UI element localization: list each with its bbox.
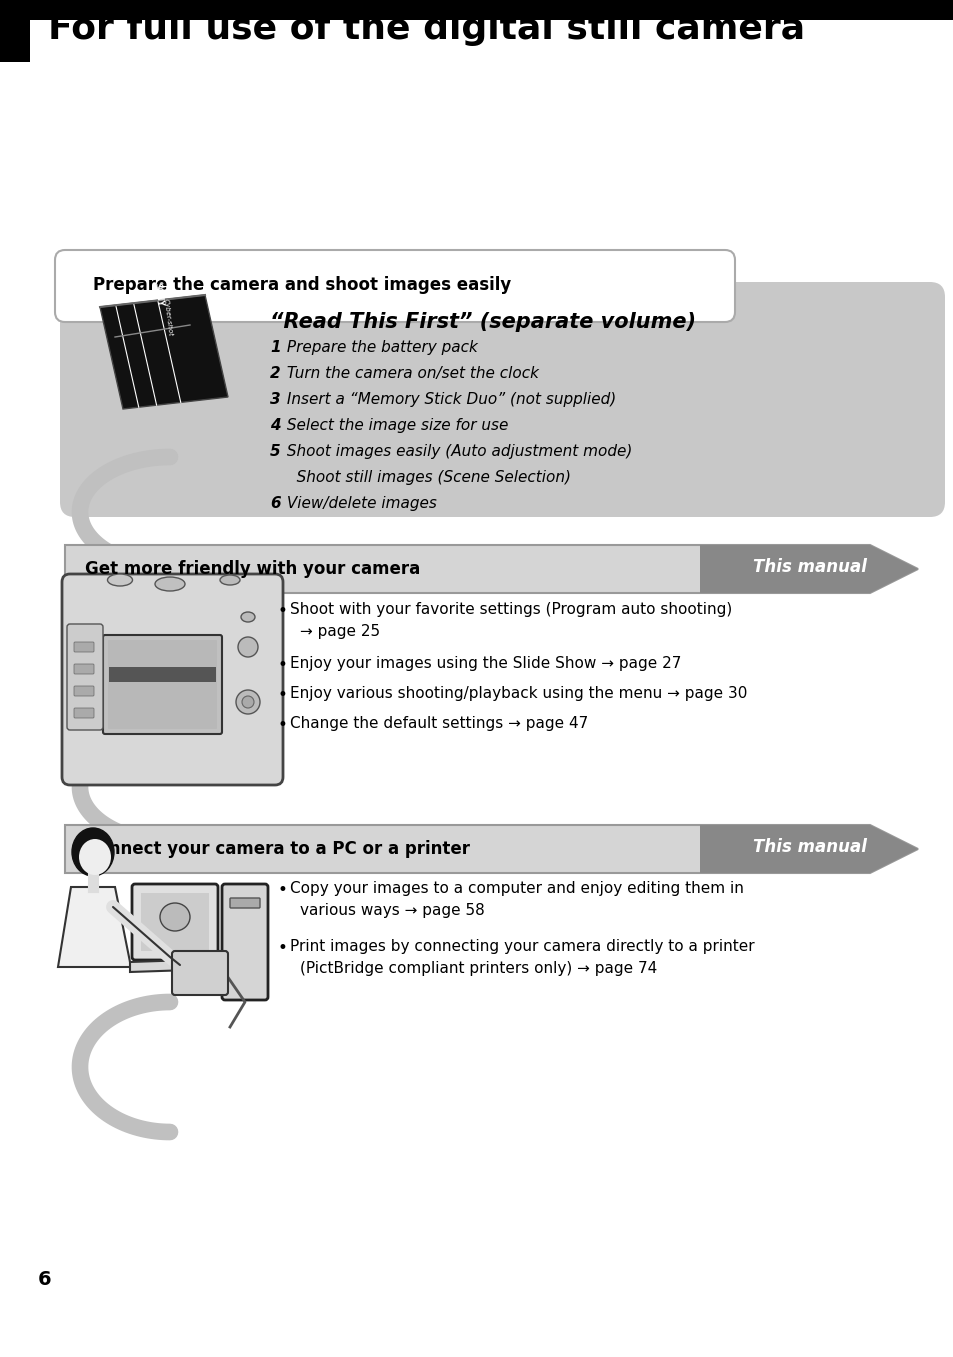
Text: Print images by connecting your camera directly to a printer: Print images by connecting your camera d… <box>290 939 754 954</box>
Text: Copy your images to a computer and enjoy editing them in: Copy your images to a computer and enjoy… <box>290 881 743 896</box>
Text: Shoot with your favorite settings (Program auto shooting): Shoot with your favorite settings (Progr… <box>290 603 732 617</box>
FancyBboxPatch shape <box>74 642 94 651</box>
Text: •: • <box>277 655 288 674</box>
FancyBboxPatch shape <box>74 687 94 696</box>
FancyBboxPatch shape <box>222 883 268 1000</box>
Text: Get more friendly with your camera: Get more friendly with your camera <box>85 560 420 578</box>
Text: Shoot images easily (Auto adjustment mode): Shoot images easily (Auto adjustment mod… <box>282 444 632 459</box>
FancyBboxPatch shape <box>141 893 209 951</box>
Text: •: • <box>277 939 288 957</box>
Text: Select the image size for use: Select the image size for use <box>282 418 508 433</box>
Text: For full use of the digital still camera: For full use of the digital still camera <box>48 12 804 46</box>
FancyBboxPatch shape <box>62 574 283 784</box>
Ellipse shape <box>235 689 260 714</box>
Text: 4: 4 <box>270 418 280 433</box>
Text: 3: 3 <box>270 392 280 407</box>
Text: Turn the camera on/set the clock: Turn the camera on/set the clock <box>282 366 538 381</box>
Ellipse shape <box>79 839 111 875</box>
Ellipse shape <box>241 612 254 622</box>
Text: 5: 5 <box>270 444 280 459</box>
Text: Shoot still images (Scene Selection): Shoot still images (Scene Selection) <box>282 470 571 484</box>
Polygon shape <box>130 959 220 972</box>
Text: various ways → page 58: various ways → page 58 <box>299 902 484 917</box>
FancyBboxPatch shape <box>172 951 228 995</box>
Text: This manual: This manual <box>752 558 866 575</box>
FancyBboxPatch shape <box>67 624 103 730</box>
Text: Enjoy various shooting/playback using the menu → page 30: Enjoy various shooting/playback using th… <box>290 687 746 702</box>
FancyBboxPatch shape <box>55 250 734 322</box>
Text: SONY: SONY <box>152 282 164 307</box>
Text: •: • <box>277 603 288 620</box>
FancyBboxPatch shape <box>0 0 953 77</box>
Ellipse shape <box>237 636 257 657</box>
FancyBboxPatch shape <box>0 0 30 62</box>
Text: •: • <box>277 881 288 898</box>
FancyBboxPatch shape <box>74 708 94 718</box>
FancyBboxPatch shape <box>0 0 953 20</box>
Ellipse shape <box>242 696 253 708</box>
Polygon shape <box>700 546 917 593</box>
Text: Insert a “Memory Stick Duo” (not supplied): Insert a “Memory Stick Duo” (not supplie… <box>282 392 616 407</box>
Text: 6: 6 <box>38 1270 51 1289</box>
Text: Prepare the camera and shoot images easily: Prepare the camera and shoot images easi… <box>92 275 511 294</box>
Ellipse shape <box>108 574 132 586</box>
Text: 6: 6 <box>270 497 280 512</box>
Text: (PictBridge compliant printers only) → page 74: (PictBridge compliant printers only) → p… <box>299 961 657 976</box>
FancyBboxPatch shape <box>0 0 953 20</box>
Text: 2: 2 <box>270 366 280 381</box>
Text: Prepare the battery pack: Prepare the battery pack <box>282 341 477 356</box>
Text: Cyber-shot: Cyber-shot <box>163 299 173 337</box>
FancyBboxPatch shape <box>109 668 215 683</box>
Polygon shape <box>58 887 131 968</box>
Ellipse shape <box>154 577 185 592</box>
Text: → page 25: → page 25 <box>299 624 379 639</box>
FancyBboxPatch shape <box>108 641 216 729</box>
FancyBboxPatch shape <box>74 664 94 674</box>
Ellipse shape <box>160 902 190 931</box>
Text: View/delete images: View/delete images <box>282 497 436 512</box>
Text: Connect your camera to a PC or a printer: Connect your camera to a PC or a printer <box>85 840 470 858</box>
Text: •: • <box>277 716 288 734</box>
Polygon shape <box>65 546 917 593</box>
Text: •: • <box>277 687 288 704</box>
FancyBboxPatch shape <box>230 898 260 908</box>
FancyBboxPatch shape <box>132 883 218 959</box>
FancyBboxPatch shape <box>60 282 944 517</box>
Ellipse shape <box>71 828 113 877</box>
Polygon shape <box>100 294 228 408</box>
FancyBboxPatch shape <box>103 635 222 734</box>
Polygon shape <box>65 825 917 873</box>
Text: 1: 1 <box>270 341 280 356</box>
Polygon shape <box>700 825 917 873</box>
Text: This manual: This manual <box>752 839 866 856</box>
Text: Change the default settings → page 47: Change the default settings → page 47 <box>290 716 588 731</box>
Text: Enjoy your images using the Slide Show → page 27: Enjoy your images using the Slide Show →… <box>290 655 680 670</box>
Text: “Read This First” (separate volume): “Read This First” (separate volume) <box>270 312 696 332</box>
Ellipse shape <box>220 575 240 585</box>
